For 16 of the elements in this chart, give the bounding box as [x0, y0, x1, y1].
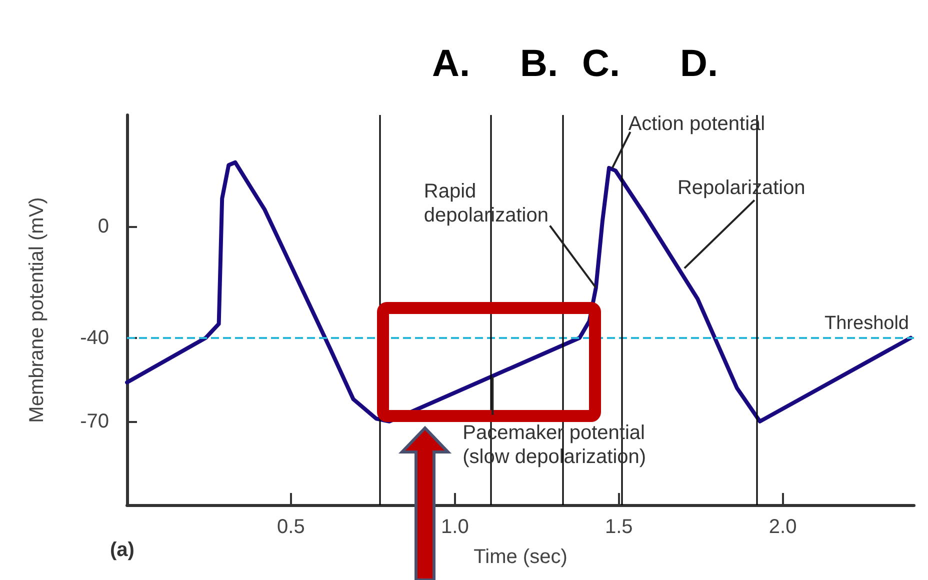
text: B. — [520, 43, 558, 85]
x-tick-label: 1.0 — [441, 516, 469, 538]
x-tick-label: 2.0 — [768, 516, 797, 538]
x-tick-label: 1.5 — [604, 516, 633, 538]
text: D. — [680, 43, 718, 85]
y-tick-label: -40 — [80, 326, 109, 349]
x-tick-label: 0.5 — [277, 516, 305, 538]
x-axis-title: Time (sec) — [474, 546, 568, 568]
y-tick-label: -70 — [80, 410, 109, 432]
text: A. — [432, 43, 470, 85]
y-tick-label: 0 — [98, 215, 109, 238]
text: C. — [582, 43, 620, 85]
y-axis-title: Membrane potential (mV) — [26, 197, 48, 423]
text: (a) — [110, 539, 134, 561]
ref-line-label: Threshold — [824, 312, 909, 334]
line-series — [125, 160, 913, 424]
